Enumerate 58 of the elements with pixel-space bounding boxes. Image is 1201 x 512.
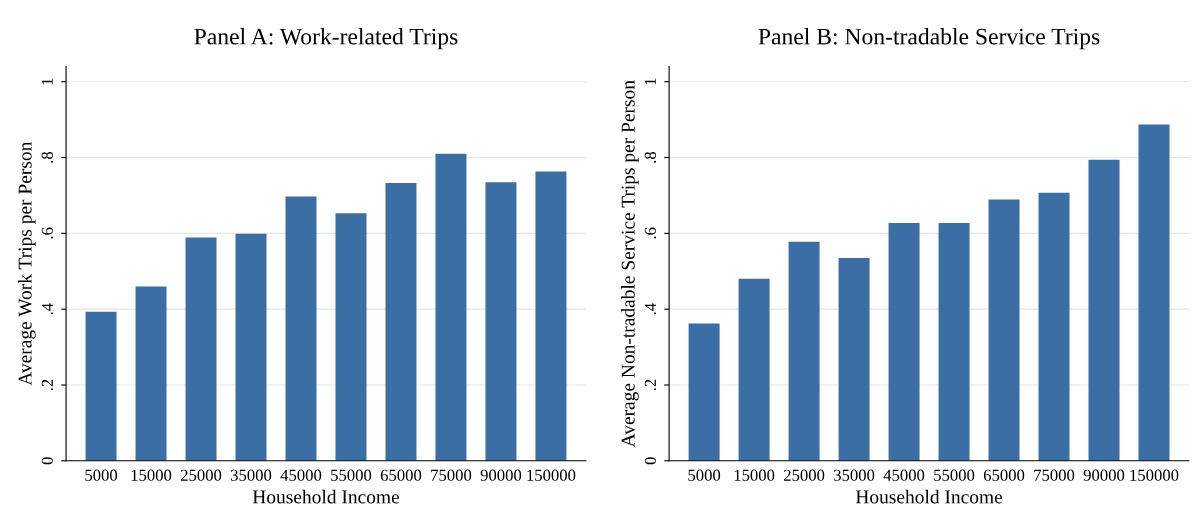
bar [788,241,820,461]
x-tick-label: 150000 [1130,469,1179,481]
y-tick-label: 1 [644,78,656,85]
x-tick-label: 55000 [934,469,975,481]
chart-title: Panel A: Work-related Trips [194,27,458,50]
x-tick-label: 45000 [883,469,925,481]
x-tick-label: 15000 [131,469,172,481]
y-tick-label: .4 [41,303,54,315]
y-tick-label: .2 [41,379,54,391]
y-tick-label: 1 [41,78,53,85]
bar [485,182,517,461]
y-tick-label: .2 [644,379,657,391]
y-axis-title: Average Non-tradable Service Trips per Person [621,80,639,448]
x-axis-title: Household Income [855,489,1003,504]
x-tick-label: 65000 [380,469,422,481]
x-tick-label: 45000 [280,469,322,481]
bar [888,223,920,461]
x-tick-label: 25000 [180,469,222,481]
bar [335,213,367,461]
x-tick-label: 75000 [431,469,472,481]
x-tick-label: 25000 [783,469,825,481]
chart-title: Panel B: Non-tradable Service Trips [758,27,1100,50]
y-tick-label: .8 [644,151,657,163]
x-tick-label: 55000 [331,469,372,481]
bar [285,196,317,461]
x-tick-label: 35000 [834,469,875,481]
x-tick-label: 90000 [480,469,522,481]
y-axis-title: Average Work Trips per Person [17,141,36,386]
y-tick-label: .6 [41,227,54,239]
bar [85,311,117,461]
x-tick-label: 75000 [1034,469,1075,481]
x-tick-label: 15000 [734,469,775,481]
x-tick-label: 5000 [85,469,118,481]
x-tick-label: 35000 [230,469,272,481]
bar [1138,124,1170,461]
y-tick-label: 0 [41,457,53,465]
y-tick-label: .6 [644,227,657,239]
x-tick-label: 5000 [688,469,721,481]
bar [1038,192,1070,461]
bar [435,153,467,461]
bar [738,278,770,461]
bar [938,223,970,461]
bar [1088,159,1120,461]
y-tick-label: .8 [41,151,54,163]
y-tick-label: .4 [644,303,657,315]
bar [688,323,720,461]
x-tick-label: 90000 [1083,469,1125,481]
bar [185,237,217,461]
x-tick-label: 150000 [527,469,576,481]
bar [235,233,267,461]
bar [385,182,417,461]
x-axis-title: Household Income [252,489,400,504]
x-tick-label: 65000 [983,469,1025,481]
bar [135,286,167,461]
y-tick-label: 0 [644,457,657,465]
bar [535,171,567,461]
bar [988,199,1020,461]
bar [838,257,870,461]
